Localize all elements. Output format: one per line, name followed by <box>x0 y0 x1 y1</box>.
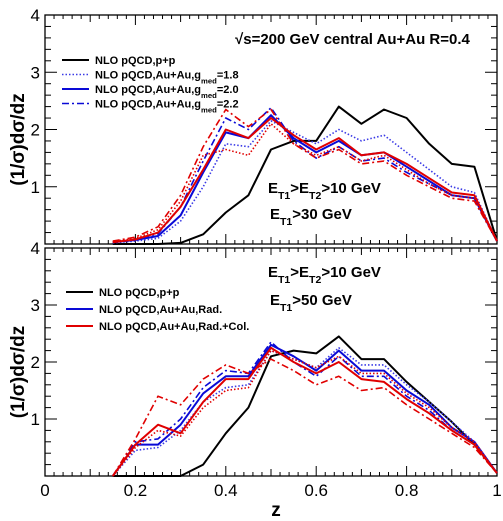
x-tick-label: 0 <box>40 481 49 500</box>
series-group <box>112 105 498 245</box>
y-tick-label: 4 <box>31 6 40 25</box>
series-line-nlo-pqcd-p-p <box>112 105 498 245</box>
series-line-e00000-dotted <box>112 123 498 243</box>
y-tick-label: 1 <box>31 178 40 197</box>
legend-label: NLO pQCD,Au+Au,Rad. <box>99 304 222 316</box>
legend: NLO pQCD,p+p NLO pQCD,Au+Au,Rad. NLO pQCD,… <box>66 287 249 333</box>
legend-label: NLO pQCD,p+p <box>95 55 176 67</box>
x-tick-label: 1 <box>492 481 501 500</box>
legend-label: NLO pQCD,Au+Au,Rad.+Col. <box>99 321 249 333</box>
plot-frame <box>44 247 498 477</box>
series-line-e00000-dashdot <box>112 358 498 477</box>
y-tick-label: 3 <box>31 296 40 315</box>
series-line-e00000-dotted <box>112 349 498 477</box>
series-line-e00000-solid <box>112 117 498 244</box>
panel-bottom: 1 2 3 4 0 0.2 0.4 0.6 0.8 1 z (1/σ)dσ/dz ET1>ET2>10 … <box>8 239 502 521</box>
series-line-nlo-pqcd-au-au-rad- <box>111 343 498 477</box>
annotation-1: ET1>30 GeV <box>270 206 352 228</box>
y-tick-label: 2 <box>31 121 40 140</box>
series-line-nlo-pqcd-p-p <box>112 335 498 477</box>
x-tick-label: 0.6 <box>304 481 328 500</box>
x-axis-label: z <box>271 500 281 521</box>
legend-label: NLO pQCD,p+p <box>99 287 180 299</box>
legend-label: NLO pQCD,Au+Au,gmed=2.0 <box>95 84 239 100</box>
legend-label: NLO pQCD,Au+Au,gmed=1.8 <box>95 70 239 86</box>
legend-label: NLO pQCD,Au+Au,gmed=2.2 <box>95 99 239 115</box>
series-line-e00000-dashdot <box>112 108 498 242</box>
series-line-nlo-pqcd-au-au-g-med-2-0 <box>112 114 498 244</box>
x-tick-label: 0.8 <box>395 481 419 500</box>
y-tick-label: 4 <box>31 239 40 258</box>
series-line-0a0ad6-dashdot <box>112 341 498 477</box>
y-axis-label: (1/σ)dσ/dz <box>8 93 29 186</box>
annotation-0: ET1>ET2>10 GeV <box>268 180 381 202</box>
panel-top: 1 2 3 4 (1/σ)dσ/dz √s=200 GeV central Au+Au R… <box>8 6 498 245</box>
x-tick-label: 0.4 <box>214 481 238 500</box>
series-group <box>111 335 498 477</box>
chart-title: √s=200 GeV central Au+Au R=0.4 <box>235 31 471 48</box>
x-tick-label: 0.2 <box>124 481 148 500</box>
y-tick-label: 1 <box>31 410 40 429</box>
series-line-3a3ae6-dotted <box>112 346 498 477</box>
y-tick-label: 3 <box>31 63 40 82</box>
annotation-1: ET1>50 GeV <box>270 292 352 314</box>
y-tick-label: 2 <box>31 353 40 372</box>
series-line-nlo-pqcd-au-au-rad-col- <box>111 346 498 477</box>
y-axis-label: (1/σ)dσ/dz <box>8 326 29 419</box>
annotation-0: ET1>ET2>10 GeV <box>268 264 381 286</box>
